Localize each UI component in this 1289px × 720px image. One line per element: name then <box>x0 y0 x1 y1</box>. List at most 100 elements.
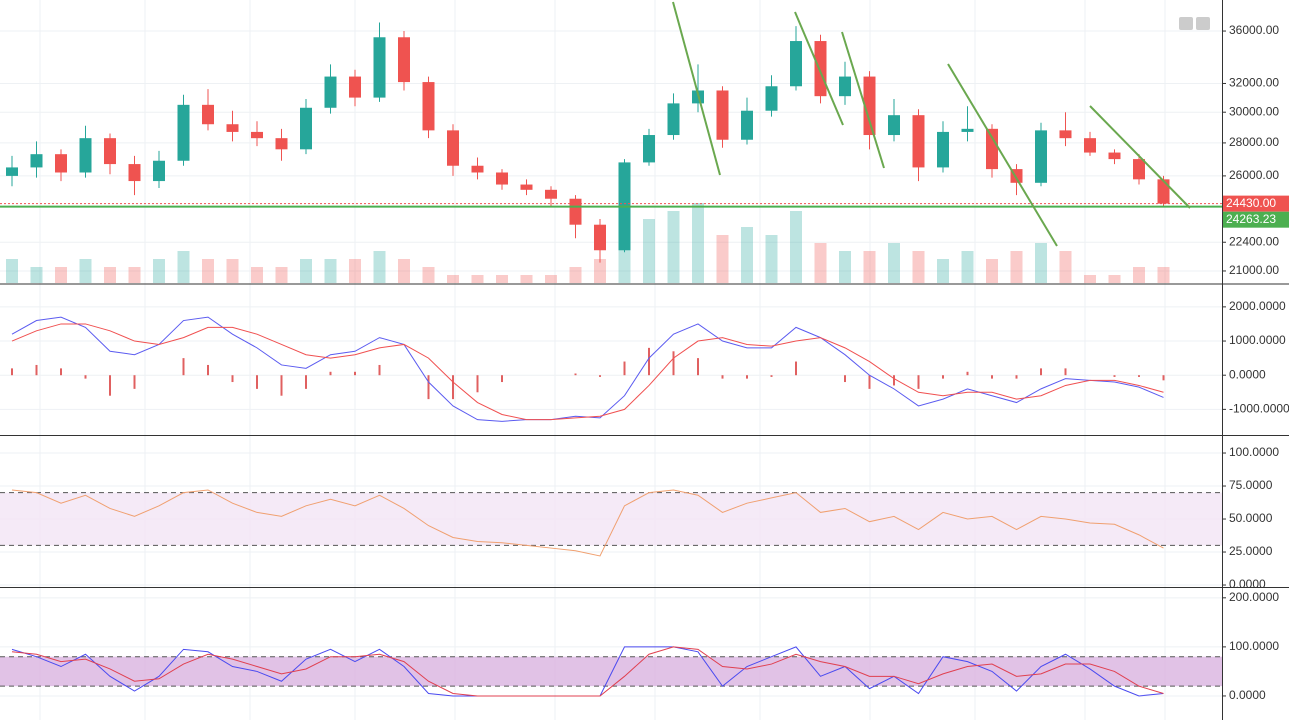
candle-body <box>912 115 925 168</box>
y-tick-label: 200.0000 <box>1229 590 1279 604</box>
y-tick-label: 36000.00 <box>1229 23 1279 37</box>
volume-bar <box>6 259 18 283</box>
candle-body <box>324 76 337 108</box>
volume-bar <box>300 259 312 283</box>
candle-body <box>275 138 288 150</box>
candle-body <box>1108 152 1121 160</box>
candle-body <box>1157 179 1170 204</box>
candle-body <box>765 86 778 111</box>
volume-bar <box>1059 251 1072 283</box>
volume-bar <box>520 275 533 283</box>
candle-body <box>398 37 410 83</box>
candle-body <box>79 138 92 173</box>
candle-body <box>202 104 214 125</box>
candle-body <box>30 154 43 168</box>
volume-bar <box>398 259 410 283</box>
volume-bar <box>177 251 190 283</box>
volume-bar <box>790 211 802 283</box>
volume-bar <box>1010 251 1023 283</box>
macd-line <box>11 316 1164 422</box>
candle-body <box>55 154 67 173</box>
volume-bar <box>251 267 263 283</box>
expand-button[interactable] <box>1196 17 1210 30</box>
y-tick-label: 100.0000 <box>1229 639 1279 653</box>
volume-bar <box>1157 267 1170 283</box>
trend-line <box>672 1 721 176</box>
volume-bar <box>692 203 704 283</box>
volume-bar <box>569 267 582 283</box>
y-tick-label: 30000.00 <box>1229 104 1279 118</box>
y-tick-label: 75.0000 <box>1229 478 1273 492</box>
y-tick-label: 22400.00 <box>1229 234 1279 248</box>
candle-body <box>1133 159 1145 180</box>
volume-bar <box>324 259 337 283</box>
volume-bar <box>202 259 214 283</box>
y-tick-label: 25.0000 <box>1229 544 1273 558</box>
price-tag-label: 24263.23 <box>1226 212 1276 226</box>
candle-body <box>447 130 459 166</box>
y-tick-label: 21000.00 <box>1229 263 1279 277</box>
volume-bar <box>373 251 386 283</box>
time-grid <box>39 0 1166 720</box>
volume-bar <box>153 259 165 283</box>
y-tick-label: 28000.00 <box>1229 135 1279 149</box>
volume-bar <box>1084 275 1096 283</box>
y-tick-label: 0.0000 <box>1229 367 1266 381</box>
candle-body <box>520 184 533 190</box>
candle-body <box>839 76 851 97</box>
candle-body <box>716 90 729 140</box>
volume-bar <box>912 251 925 283</box>
volume-bar <box>937 259 949 283</box>
trend-line <box>1089 105 1191 209</box>
trend-line <box>841 31 885 169</box>
volume-bar <box>863 251 876 283</box>
price-tag <box>1222 211 1289 228</box>
volume-bar <box>128 267 141 283</box>
candle-body <box>643 135 655 163</box>
volume-bar <box>814 243 827 283</box>
volume-bar <box>716 235 729 283</box>
band <box>0 656 1222 687</box>
volume-bar <box>765 235 778 283</box>
volume-bar <box>741 227 753 283</box>
candle-body <box>496 172 508 185</box>
collapse-button[interactable] <box>1179 17 1193 30</box>
y-tick-label: 26000.00 <box>1229 168 1279 182</box>
candle-body <box>1035 130 1047 183</box>
candle-body <box>422 82 435 131</box>
candle-body <box>961 128 974 132</box>
volume-bar <box>422 267 435 283</box>
signal-line <box>11 323 1164 421</box>
volume-bar <box>79 259 92 283</box>
candle-body <box>6 167 18 176</box>
rsi-line <box>11 489 1164 557</box>
candle-body <box>667 103 680 136</box>
candle-body <box>790 41 802 87</box>
volume-bar <box>275 267 288 283</box>
candle-body <box>814 41 827 97</box>
volume-bar <box>961 251 974 283</box>
price-tag <box>1222 195 1289 212</box>
candle-body <box>104 138 116 165</box>
candle-body <box>128 164 141 182</box>
volume-bar <box>104 267 116 283</box>
chart-layer: 36000.00 32000.00 30000.00 28000.00 26000.00… <box>0 22 1289 702</box>
candle-body <box>1059 130 1072 139</box>
volume-bar <box>349 259 361 283</box>
volume-bar <box>447 275 459 283</box>
volume-bar <box>1108 275 1121 283</box>
candle-body <box>153 160 165 182</box>
candle-body <box>741 110 753 140</box>
band <box>0 492 1222 546</box>
price-tag-label: 24430.00 <box>1226 196 1276 210</box>
d-line <box>11 646 1164 697</box>
volume-bar <box>1133 267 1145 283</box>
volume-bar <box>986 259 998 283</box>
y-tick-label: 100.0000 <box>1229 445 1279 459</box>
candle-body <box>863 76 876 136</box>
candle-body <box>569 198 582 225</box>
volume-bar <box>667 211 680 283</box>
candle-body <box>594 224 606 251</box>
candle-body <box>471 165 484 173</box>
